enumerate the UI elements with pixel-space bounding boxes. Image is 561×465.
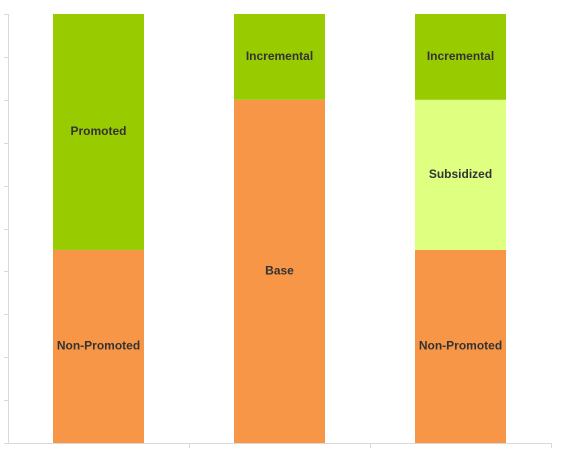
segment-label: Incremental	[427, 49, 494, 63]
segment-label: Non-Promoted	[419, 339, 502, 353]
bar-segment	[53, 14, 144, 250]
segment-label: Base	[265, 264, 294, 278]
segment-label: Subsidized	[429, 167, 492, 181]
bar-segment	[53, 249, 144, 443]
bar-segment	[234, 99, 325, 444]
bar-segment	[415, 99, 506, 250]
segment-label: Non-Promoted	[57, 339, 140, 353]
segment-label: Promoted	[70, 124, 126, 138]
bar-segment	[415, 14, 506, 100]
segment-label: Incremental	[246, 49, 313, 63]
bar-segment	[415, 249, 506, 443]
bar-segment	[234, 14, 325, 100]
